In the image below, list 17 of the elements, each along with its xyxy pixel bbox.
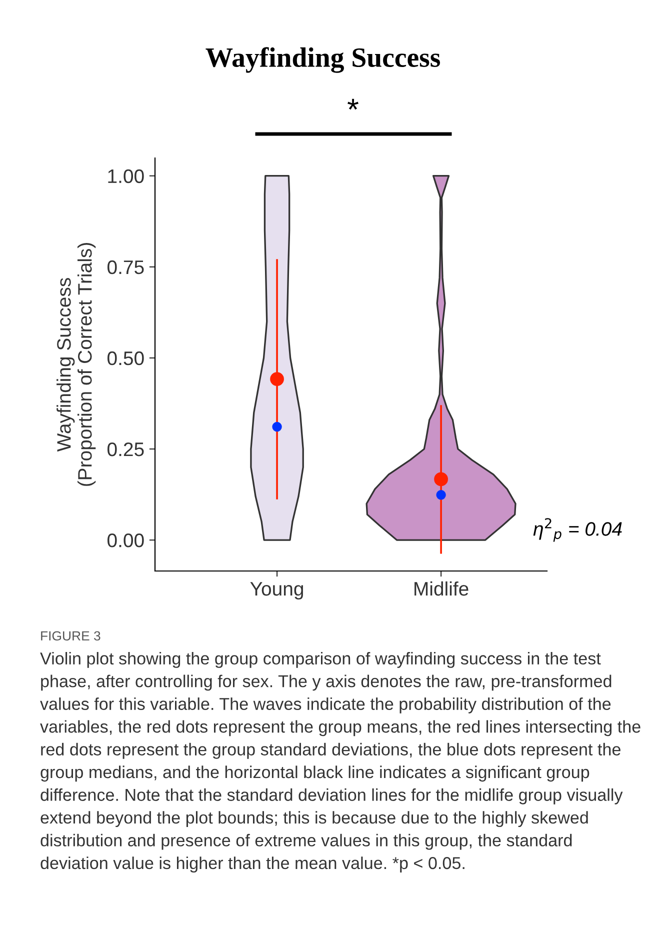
annotation: η$^{2}$$_{p}$ = 0.04 [533,518,622,542]
point [434,472,448,486]
y-tick-label: 1.00 [108,169,144,184]
y-tick-label: 0.25 [108,442,144,456]
text: Violin plot showing the group comparison of wayfinding success in the test phase, after controlling for sex. The y axis denotes the raw, pre-transformed values for this variable. The waves indicate the probability distribution of the variables, the red dots represent the group means, the red lines intersecting the red dots represent the group standard deviations, the blue dots represent the group medians, and the horizontal black line indicates a significant group difference. Note that the standard deviation lines for the midlife group visually extend beyond the plot bounds; this is because due to the highly skewed distribution and presence of extreme values in this group, the standard deviation value is higher than the mean value. *p < 0.05. [40,652,640,873]
point [272,422,282,432]
caption: FIGURE 3 [41,631,100,641]
y-tick-label: 0.00 [108,534,144,548]
point [436,490,446,500]
y-tick-label: 0.50 [108,351,144,366]
x-tick-label: Young [250,582,304,600]
chart-title: Wayfinding Success [206,47,440,73]
x-tick-label: Midlife [414,581,468,596]
point [270,372,284,386]
y-axis-title: Wayfinding Success (Proportion of Correct Trials) [56,243,96,486]
text: * [348,98,358,110]
y-tick-label: 0.75 [108,260,144,274]
